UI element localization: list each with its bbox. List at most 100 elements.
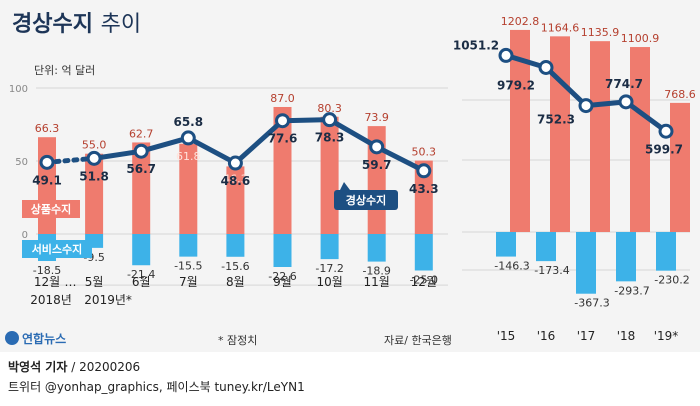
current-value-label: 774.7: [605, 77, 643, 91]
reporter-name: 박영석 기자: [8, 360, 68, 374]
x-year-label: 2018년: [30, 293, 72, 307]
service-bar: [179, 234, 198, 257]
title-suffix: 추이: [100, 12, 142, 37]
current-point: [39, 154, 55, 170]
service-bar: [576, 232, 596, 294]
x-tick-label: 9월: [273, 275, 292, 289]
current-value-label: 49.1: [32, 173, 62, 187]
goods-value-label: 61.8: [176, 150, 201, 163]
current-point: [538, 59, 554, 75]
current-value-label: 65.8: [173, 115, 203, 129]
x-gap-label: …: [65, 275, 77, 289]
goods-value-label: 50.3: [412, 146, 437, 159]
goods-bar: [510, 29, 530, 233]
x-tick-label: '16: [537, 329, 556, 343]
current-point: [180, 130, 196, 146]
goods-value-label: 66.3: [35, 122, 60, 135]
current-point: [133, 143, 149, 159]
goods-value-label: 768.6: [664, 88, 696, 101]
service-value-label: -367.3: [574, 297, 609, 310]
x-tick-label: '17: [577, 329, 596, 343]
x-tick-label: 8월: [226, 275, 245, 289]
goods-value-label: 1164.6: [541, 21, 580, 34]
goods-bar: [226, 166, 245, 234]
service-value-label: -15.6: [221, 260, 249, 273]
current-point: [369, 139, 385, 155]
service-bar: [414, 234, 433, 271]
current-value-label: 51.8: [79, 169, 109, 183]
service-value-label: -21.4: [127, 268, 155, 281]
x-tick-label: 7월: [179, 275, 198, 289]
x-tick-label: 10월: [316, 275, 342, 289]
current-value-label: 979.2: [497, 78, 535, 92]
goods-value-label: 87.0: [270, 92, 295, 105]
current-legend-pointer: [340, 182, 350, 190]
service-value-label: -18.9: [362, 265, 390, 278]
service-value-label: -18.5: [33, 264, 61, 277]
current-point: [275, 113, 290, 129]
logo-mark: [5, 331, 19, 345]
chart-title: 경상수지 추이: [12, 6, 141, 38]
service-value-label: -15.5: [174, 260, 202, 273]
x-tick-label: '18: [617, 329, 636, 343]
goods-value-label: 1100.9: [621, 32, 660, 45]
x-tick-label: 6월: [132, 275, 151, 289]
x-tick-label: 12월: [411, 275, 437, 289]
service-bar: [320, 234, 339, 260]
goods-value-label: 73.9: [364, 111, 389, 124]
current-value-label: 77.6: [268, 132, 298, 146]
service-bar: [616, 232, 636, 282]
chart-canvas: 100 50 0 단위: 억 달러 66.3 55.0 62.7 61.8 46.3 87.0 80…: [5, 15, 696, 347]
x-tick-label: 5월: [85, 275, 104, 289]
current-value-label: 48.6: [221, 174, 251, 188]
current-value-label: 43.3: [409, 182, 439, 196]
goods-legend-label: 상품수지: [31, 202, 71, 216]
service-value-label: -17.2: [315, 262, 343, 275]
current-point: [322, 112, 338, 128]
goods-value-label: 80.3: [317, 102, 342, 115]
current-point: [498, 47, 514, 63]
current-point: [416, 163, 432, 179]
x-tick-label: '19*: [654, 329, 679, 343]
service-bar: [132, 234, 151, 266]
source-note: 자료/ 한국은행: [384, 334, 452, 347]
goods-value-label: 55.0: [82, 139, 107, 152]
service-value-label: -293.7: [614, 284, 649, 297]
current-point: [578, 98, 594, 114]
goods-bar: [273, 106, 292, 234]
current-line: [93, 117, 425, 174]
goods-bar: [590, 41, 610, 233]
goods-bar: [85, 153, 104, 234]
service-bar: [273, 234, 292, 267]
goods-bar: [670, 102, 690, 232]
current-value-label: 599.7: [645, 142, 683, 156]
current-value-label: 752.3: [537, 113, 575, 127]
service-bar: [496, 232, 516, 257]
goods-bar: [414, 160, 433, 234]
footer: 박영석 기자 / 20200206 트위터 @yonhap_graphics, …: [0, 352, 700, 406]
goods-bar: [132, 142, 151, 234]
goods-value-label: 1202.8: [501, 15, 540, 28]
goods-value-label: 62.7: [129, 127, 154, 140]
current-legend-label: 경상수지: [346, 193, 386, 207]
credit-date: 20200206: [79, 360, 141, 374]
goods-value-label: 46.3: [223, 172, 248, 185]
service-bar: [656, 232, 676, 271]
goods-bar: [630, 47, 650, 233]
service-value-label: -22.6: [268, 270, 296, 283]
goods-value-label: 1135.9: [581, 26, 620, 39]
x-tick-label: 12월: [34, 275, 60, 289]
current-point: [86, 150, 102, 166]
service-legend-box: [22, 240, 92, 258]
title-main: 경상수지: [12, 12, 93, 37]
y-tick-label: 0: [22, 230, 28, 241]
service-bar: [536, 232, 556, 262]
service-value-label: -173.4: [534, 264, 569, 277]
footer-credit: 박영석 기자 / 20200206: [8, 360, 141, 374]
service-bar: [367, 234, 386, 262]
footer-sns: 트위터 @yonhap_graphics, 페이스북 tuney.kr/LeYN…: [8, 380, 305, 394]
unit-label: 단위: 억 달러: [34, 64, 95, 77]
goods-legend-box: [22, 200, 80, 218]
service-legend-label: 서비스수지: [32, 242, 83, 256]
current-point: [658, 123, 674, 139]
